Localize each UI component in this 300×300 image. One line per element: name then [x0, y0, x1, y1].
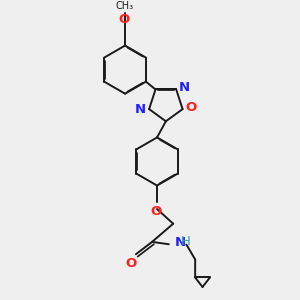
Text: N: N — [135, 103, 146, 116]
Text: CH₃: CH₃ — [116, 1, 134, 11]
Text: N: N — [179, 82, 190, 94]
Text: O: O — [151, 205, 162, 218]
Text: O: O — [119, 13, 130, 26]
Text: N: N — [175, 236, 186, 249]
Text: H: H — [181, 236, 190, 248]
Text: O: O — [125, 257, 136, 270]
Text: O: O — [186, 101, 197, 114]
